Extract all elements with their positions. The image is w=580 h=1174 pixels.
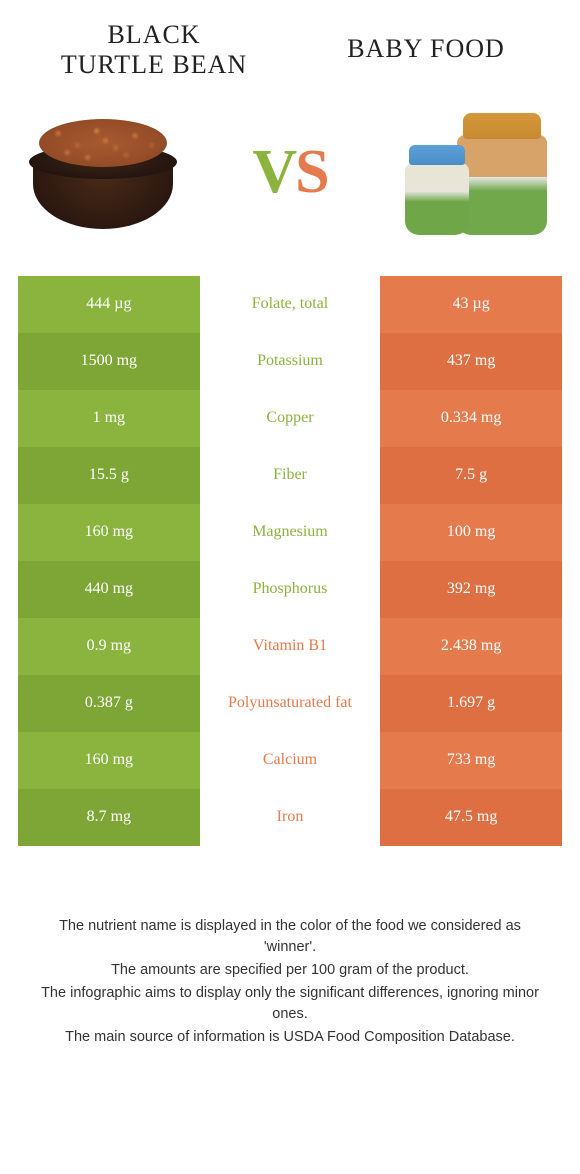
footer-line: The main source of information is USDA F… (38, 1027, 542, 1048)
table-row: 1500 mgPotassium437 mg (18, 333, 562, 390)
nutrient-label: Iron (200, 789, 381, 846)
nutrient-label: Folate, total (200, 276, 381, 333)
footer-notes: The nutrient name is displayed in the co… (18, 916, 562, 1048)
value-right: 392 mg (380, 561, 562, 618)
value-right: 0.334 mg (380, 390, 562, 447)
value-right: 437 mg (380, 333, 562, 390)
value-left: 8.7 mg (18, 789, 200, 846)
value-right: 100 mg (380, 504, 562, 561)
value-right: 43 µg (380, 276, 562, 333)
hero-row: VS (18, 98, 562, 248)
value-right: 733 mg (380, 732, 562, 789)
value-right: 47.5 mg (380, 789, 562, 846)
value-left: 1 mg (18, 390, 200, 447)
footer-line: The amounts are specified per 100 gram o… (38, 960, 542, 981)
table-row: 1 mgCopper0.334 mg (18, 390, 562, 447)
title-left: Black turtle bean (18, 20, 290, 80)
vs-v: V (252, 138, 295, 206)
table-row: 440 mgPhosphorus392 mg (18, 561, 562, 618)
table-row: 444 µgFolate, total43 µg (18, 276, 562, 333)
title-right: Baby food (290, 20, 562, 64)
nutrient-label: Magnesium (200, 504, 381, 561)
vs-label: VS (252, 137, 327, 208)
value-left: 0.9 mg (18, 618, 200, 675)
jars-illustration (397, 103, 557, 243)
beans-bowl-illustration (23, 113, 183, 233)
value-left: 444 µg (18, 276, 200, 333)
infographic-container: Black turtle bean Baby food VS 444 µgFol… (0, 0, 580, 1070)
value-left: 0.387 g (18, 675, 200, 732)
table-row: 0.9 mgVitamin B12.438 mg (18, 618, 562, 675)
nutrient-label: Phosphorus (200, 561, 381, 618)
footer-line: The nutrient name is displayed in the co… (38, 916, 542, 958)
footer-line: The infographic aims to display only the… (38, 983, 542, 1025)
value-left: 15.5 g (18, 447, 200, 504)
table-row: 0.387 gPolyunsaturated fat1.697 g (18, 675, 562, 732)
value-left: 160 mg (18, 732, 200, 789)
image-baby-food (392, 103, 562, 243)
vs-s: S (295, 138, 327, 206)
table-row: 15.5 gFiber7.5 g (18, 447, 562, 504)
table-row: 160 mgCalcium733 mg (18, 732, 562, 789)
table-row: 160 mgMagnesium100 mg (18, 504, 562, 561)
header: Black turtle bean Baby food (18, 20, 562, 80)
image-black-turtle-bean (18, 103, 188, 243)
nutrient-table: 444 µgFolate, total43 µg1500 mgPotassium… (18, 276, 562, 846)
nutrient-label: Fiber (200, 447, 381, 504)
value-right: 2.438 mg (380, 618, 562, 675)
nutrient-label: Vitamin B1 (200, 618, 381, 675)
nutrient-label: Calcium (200, 732, 381, 789)
value-right: 1.697 g (380, 675, 562, 732)
value-left: 1500 mg (18, 333, 200, 390)
nutrient-label: Copper (200, 390, 381, 447)
value-right: 7.5 g (380, 447, 562, 504)
nutrient-label: Polyunsaturated fat (200, 675, 381, 732)
value-left: 160 mg (18, 504, 200, 561)
nutrient-label: Potassium (200, 333, 381, 390)
table-row: 8.7 mgIron47.5 mg (18, 789, 562, 846)
value-left: 440 mg (18, 561, 200, 618)
